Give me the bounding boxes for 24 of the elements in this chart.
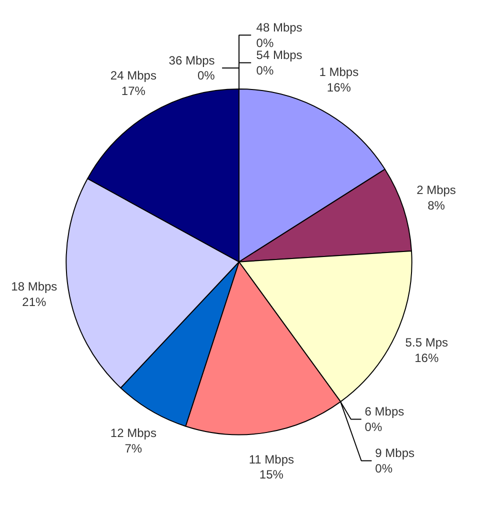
text: 0% [197, 68, 215, 83]
data-label: 17% [121, 84, 146, 98]
text: 0% [375, 461, 392, 476]
text: 0% [256, 36, 274, 50]
slice-label: 11 Mbps [248, 452, 294, 466]
data-label: 15% [259, 468, 284, 482]
data-label: 21% [22, 295, 46, 310]
data-label: 16% [414, 351, 439, 366]
text: 0% [256, 64, 274, 78]
category-label: 48 Mbps [256, 20, 302, 34]
slice-label: 2 Mbps [416, 182, 456, 197]
slice-label: 1 Mbps [319, 65, 359, 80]
category-label: 36 Mbps [168, 53, 215, 68]
text: 0% [364, 420, 382, 434]
slice-label: 24 Mbps [110, 68, 156, 82]
data-label: 8% [428, 198, 446, 212]
category-label: 54 Mbps [256, 48, 302, 62]
slice-label: 12 Mbps [110, 426, 156, 440]
slice-label: 5.5 Mps [405, 336, 448, 350]
data-label: 7% [124, 441, 142, 456]
legend-label: 6 Mbps [364, 404, 404, 419]
slice-label: 18 Mbps [11, 280, 58, 294]
data-label: 16% [326, 80, 352, 95]
category-label: 9 Mbps [375, 446, 415, 460]
